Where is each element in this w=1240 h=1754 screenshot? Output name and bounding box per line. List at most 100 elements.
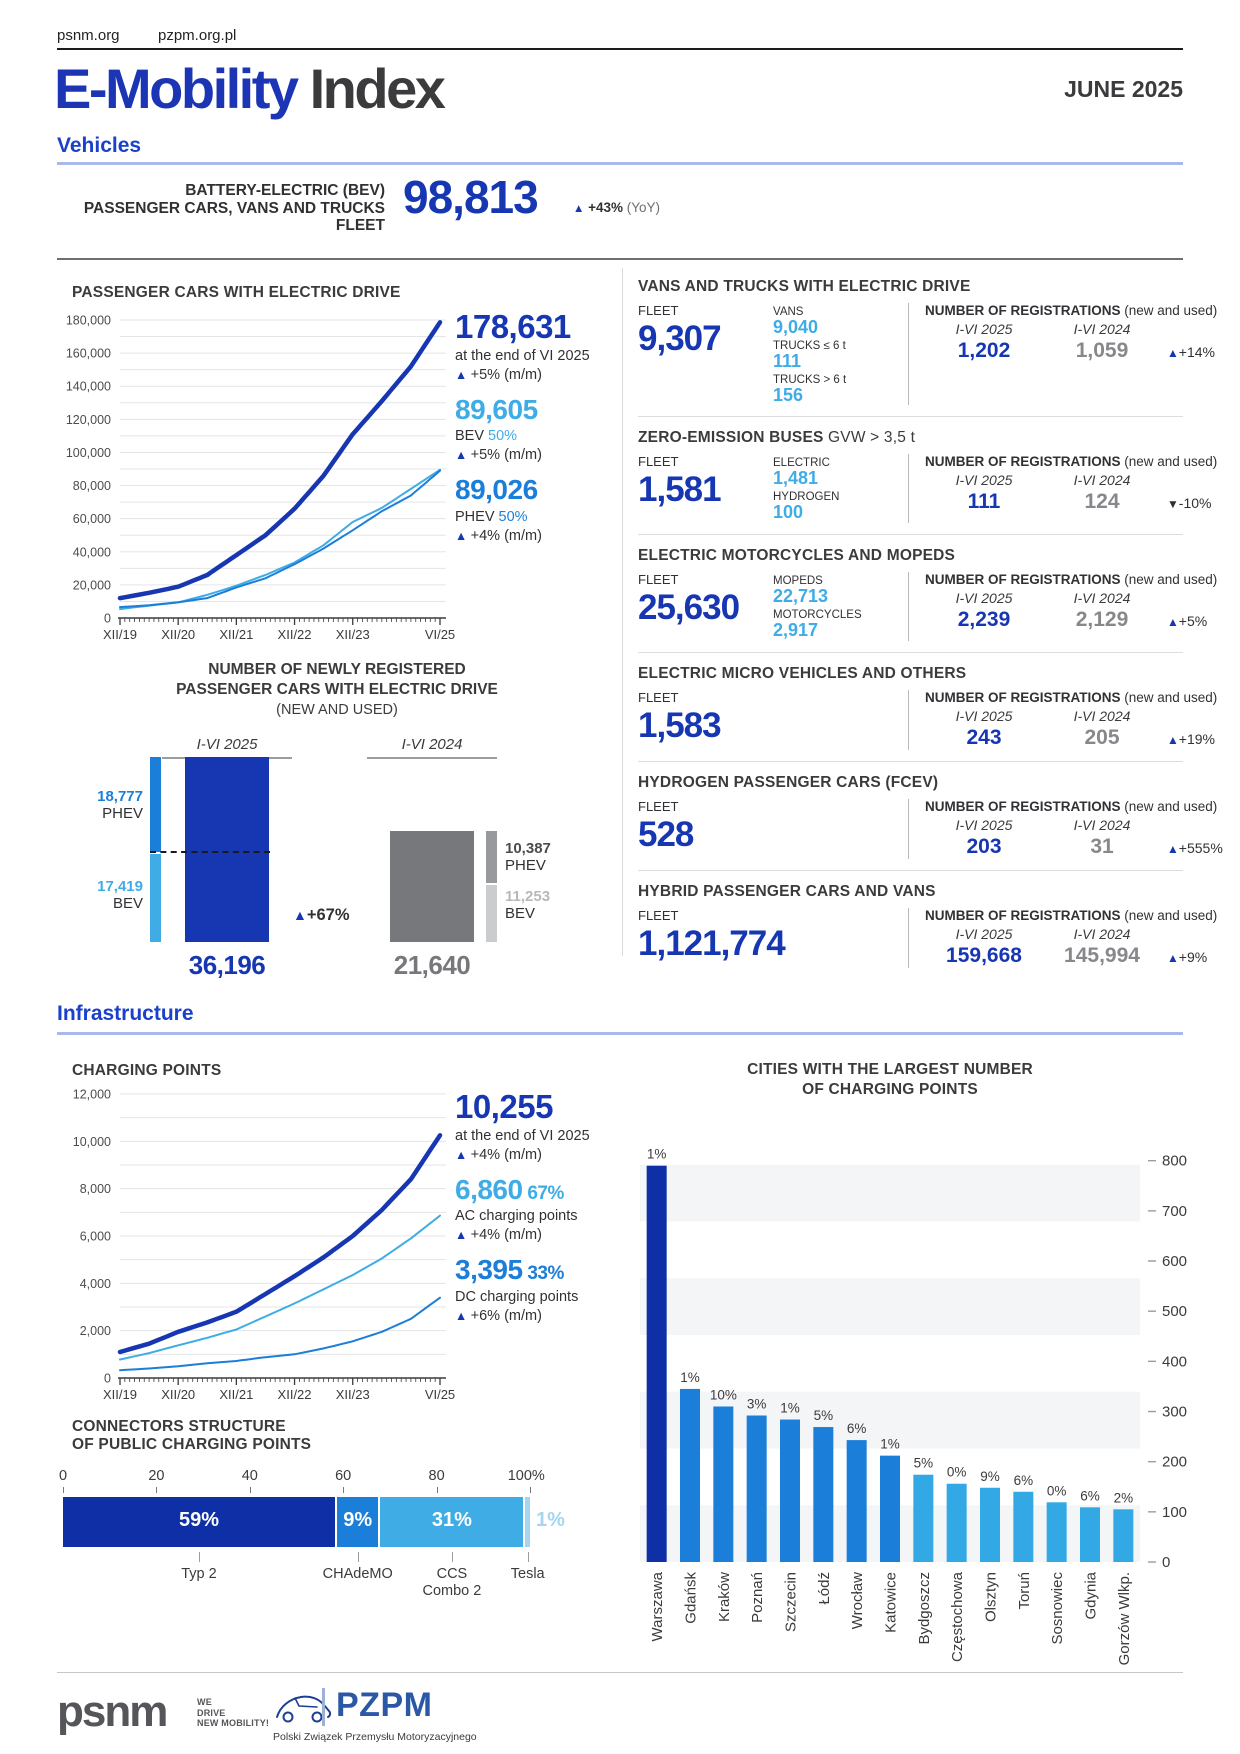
series-total [117, 320, 443, 601]
registrations-values: 159,668 145,994 ▲+9% [925, 944, 1217, 968]
fleet-value: 528 [638, 814, 694, 854]
breakdown-label: MOTORCYCLES [773, 608, 862, 621]
registrations-title-text: NUMBER OF REGISTRATIONS [925, 571, 1121, 587]
city-bar-poznań [746, 1415, 767, 1562]
stat-caption: AC charging points [455, 1207, 635, 1225]
infrastructure-rule [57, 1032, 1183, 1035]
stat-caption-part: 50% [494, 509, 528, 525]
psnm-link[interactable]: psnm.org [57, 27, 120, 44]
city-bar-gorzów wlkp. [1113, 1509, 1134, 1562]
registrations-change: ▲+14% [1167, 344, 1215, 360]
registrations-2024-value: 2,129 [1075, 607, 1129, 631]
panel-body: FLEET 25,630 MOPEDS 22,713 MOTORCYCLES 2,917 N… [638, 571, 1217, 641]
col-header-2024: I-VI 2024 [1073, 472, 1131, 489]
col-header-2025: I-VI 2025 [955, 925, 1013, 942]
y-tick-label: 180,000 [66, 314, 111, 328]
registrations-title: NUMBER OF REGISTRATIONS (new and used) [925, 572, 1217, 587]
registrations-title: NUMBER OF REGISTRATIONS (new and used) [925, 454, 1217, 469]
reg-2024-bev-label: 11,253 BEV [505, 888, 550, 922]
bev-fleet-label: BATTERY-ELECTRIC (BEV) PASSENGER CARS, V… [55, 182, 385, 235]
reg-2024-bev-caption: BEV [505, 905, 536, 922]
y-tick-label: 0 [104, 1372, 111, 1386]
city-name-label: Poznań [749, 1572, 766, 1623]
y-tick-label: 140,000 [66, 380, 111, 394]
up-arrow-icon: ▲ [455, 1309, 471, 1324]
series-ac [119, 1214, 441, 1361]
y-axis-label: 300 [1162, 1404, 1187, 1421]
reg-2025-bev-caption: BEV [112, 895, 143, 912]
registrations-title-text: NUMBER OF REGISTRATIONS [925, 303, 1121, 318]
background-band [640, 1164, 1140, 1222]
stat-caption: at the end of VI 2025 [455, 1127, 635, 1145]
city-bar-olsztyn [980, 1487, 1000, 1562]
connectors-axis-tick [63, 1487, 64, 1493]
up-arrow-icon: ▲ [573, 203, 585, 215]
stat-value: 89,026 [455, 474, 538, 506]
reg-title-1: NUMBER OF NEWLY REGISTERED [208, 661, 466, 678]
registrations-change-text: +19% [1178, 730, 1215, 747]
y-tick-label: 100,000 [66, 446, 111, 460]
connector-label-tick [527, 1552, 530, 1562]
fleet-breakdown [773, 690, 908, 750]
page-title-blue: E-Mobility [54, 57, 299, 120]
registrations-column: NUMBER OF REGISTRATIONS (new and used) I-… [908, 571, 1217, 641]
stat-panel-5: HYDROGEN PASSENGER CARS (FCEV) FLEET 528 NU… [638, 760, 1223, 870]
reg-2024-bev-strip [486, 885, 497, 942]
fleet-breakdown: MOPEDS 22,713 MOTORCYCLES 2,917 [773, 572, 908, 641]
up-arrow-icon: ▲ [455, 529, 471, 544]
city-growth-label: 1% [680, 1370, 700, 1385]
breakdown-label: ELECTRIC [773, 457, 830, 470]
reg-2024-bev-value: 11,253 [505, 888, 551, 905]
registrations-2024-value: 31 [1090, 834, 1114, 858]
stat-caption: at the end of VI 2025 [455, 347, 625, 365]
charging-points-line-chart: 0 2,000 4,000 6,000 8,000 10,000 12,000 XII/19 X… [73, 1088, 455, 1403]
connector-label: CCS Combo 2 [423, 1566, 482, 1600]
x-tick-label: XII/23 [336, 1387, 370, 1402]
connectors-bar: 59% 9% 31% 1% [63, 1497, 565, 1547]
city-bar-gdańsk [680, 1388, 700, 1562]
psnm-tag-2: DRIVE [197, 1707, 226, 1718]
breakdown-value: 156 [773, 384, 804, 405]
y-tick-label: 12,000 [73, 1088, 111, 1102]
registrations-column: NUMBER OF REGISTRATIONS (new and used) I-… [908, 907, 1217, 968]
registrations-2024-value: 145,994 [1064, 943, 1140, 967]
up-arrow-icon: ▲ [1167, 732, 1179, 747]
stat-item-1: 89,605 BEV 50% ▲ +5% (m/m) [455, 395, 625, 463]
breakdown-label: VANS [773, 306, 804, 318]
cities-bar-chart: 0 100 200 300 400 500 600 700 800 1% Warszawa 1% Gda… [640, 1147, 1187, 1665]
panel-title: VANS AND TRUCKS WITH ELECTRIC DRIVE [638, 278, 1183, 296]
registrations-headers: I-VI 2025 I-VI 2024 [925, 926, 1217, 944]
panel-title-text: VANS AND TRUCKS WITH ELECTRIC DRIVE [638, 278, 971, 295]
registrations-2025-value: 159,668 [946, 943, 1022, 967]
stat-caption-part: AC charging points [455, 1208, 578, 1225]
registrations-2025-value: 111 [967, 490, 1001, 514]
cities-chart-title: CITIES WITH THE LARGEST NUMBER OF CHARGI… [640, 1060, 1140, 1100]
y-tick-label: 20,000 [73, 578, 111, 592]
registrations-headers: I-VI 2025 I-VI 2024 [925, 472, 1217, 490]
y-tick-label: 120,000 [66, 413, 111, 427]
panel-body: FLEET 1,583 NUMBER OF REGISTRATIONS (new a… [638, 689, 1217, 750]
stat-change: ▲ +4% (m/m) [455, 1227, 635, 1243]
registrations-change-text: +5% [1178, 612, 1208, 629]
down-arrow-icon: ▼ [1167, 497, 1179, 512]
stat-panel-1: VANS AND TRUCKS WITH ELECTRIC DRIVE FLEET… [638, 266, 1217, 416]
panel-title: HYDROGEN PASSENGER CARS (FCEV) [638, 774, 1183, 792]
col-header-2024: I-VI 2024 [1073, 816, 1131, 833]
registrations-column: NUMBER OF REGISTRATIONS (new and used) I-… [908, 689, 1217, 750]
charging-chart-title: CHARGING POINTS [72, 1062, 222, 1079]
pzpm-link[interactable]: pzpm.org.pl [158, 27, 237, 44]
registrations-title-suffix: (new and used) [1120, 571, 1218, 587]
stat-change-text: +5% (m/m) [470, 366, 542, 383]
stat-item-0: 10,255 at the end of VI 2025 ▲ +4% (m/m) [455, 1090, 635, 1163]
stat-caption: PHEV 50% [455, 508, 625, 526]
col-header-2024: I-VI 2024 [1073, 707, 1131, 724]
registrations-change-text: +555% [1178, 839, 1223, 856]
psnm-logo: psnm [57, 1687, 168, 1736]
connector-label-line: Combo 2 [422, 1583, 482, 1599]
registrations-change-text: +9% [1178, 948, 1208, 965]
connector-label-line: CCS [436, 1566, 468, 1582]
stat-share: 67% [522, 1182, 564, 1204]
panel-title-text: HYDROGEN PASSENGER CARS (FCEV) [638, 773, 939, 791]
reg-2025-bev-label: 17,419 BEV [57, 878, 143, 912]
